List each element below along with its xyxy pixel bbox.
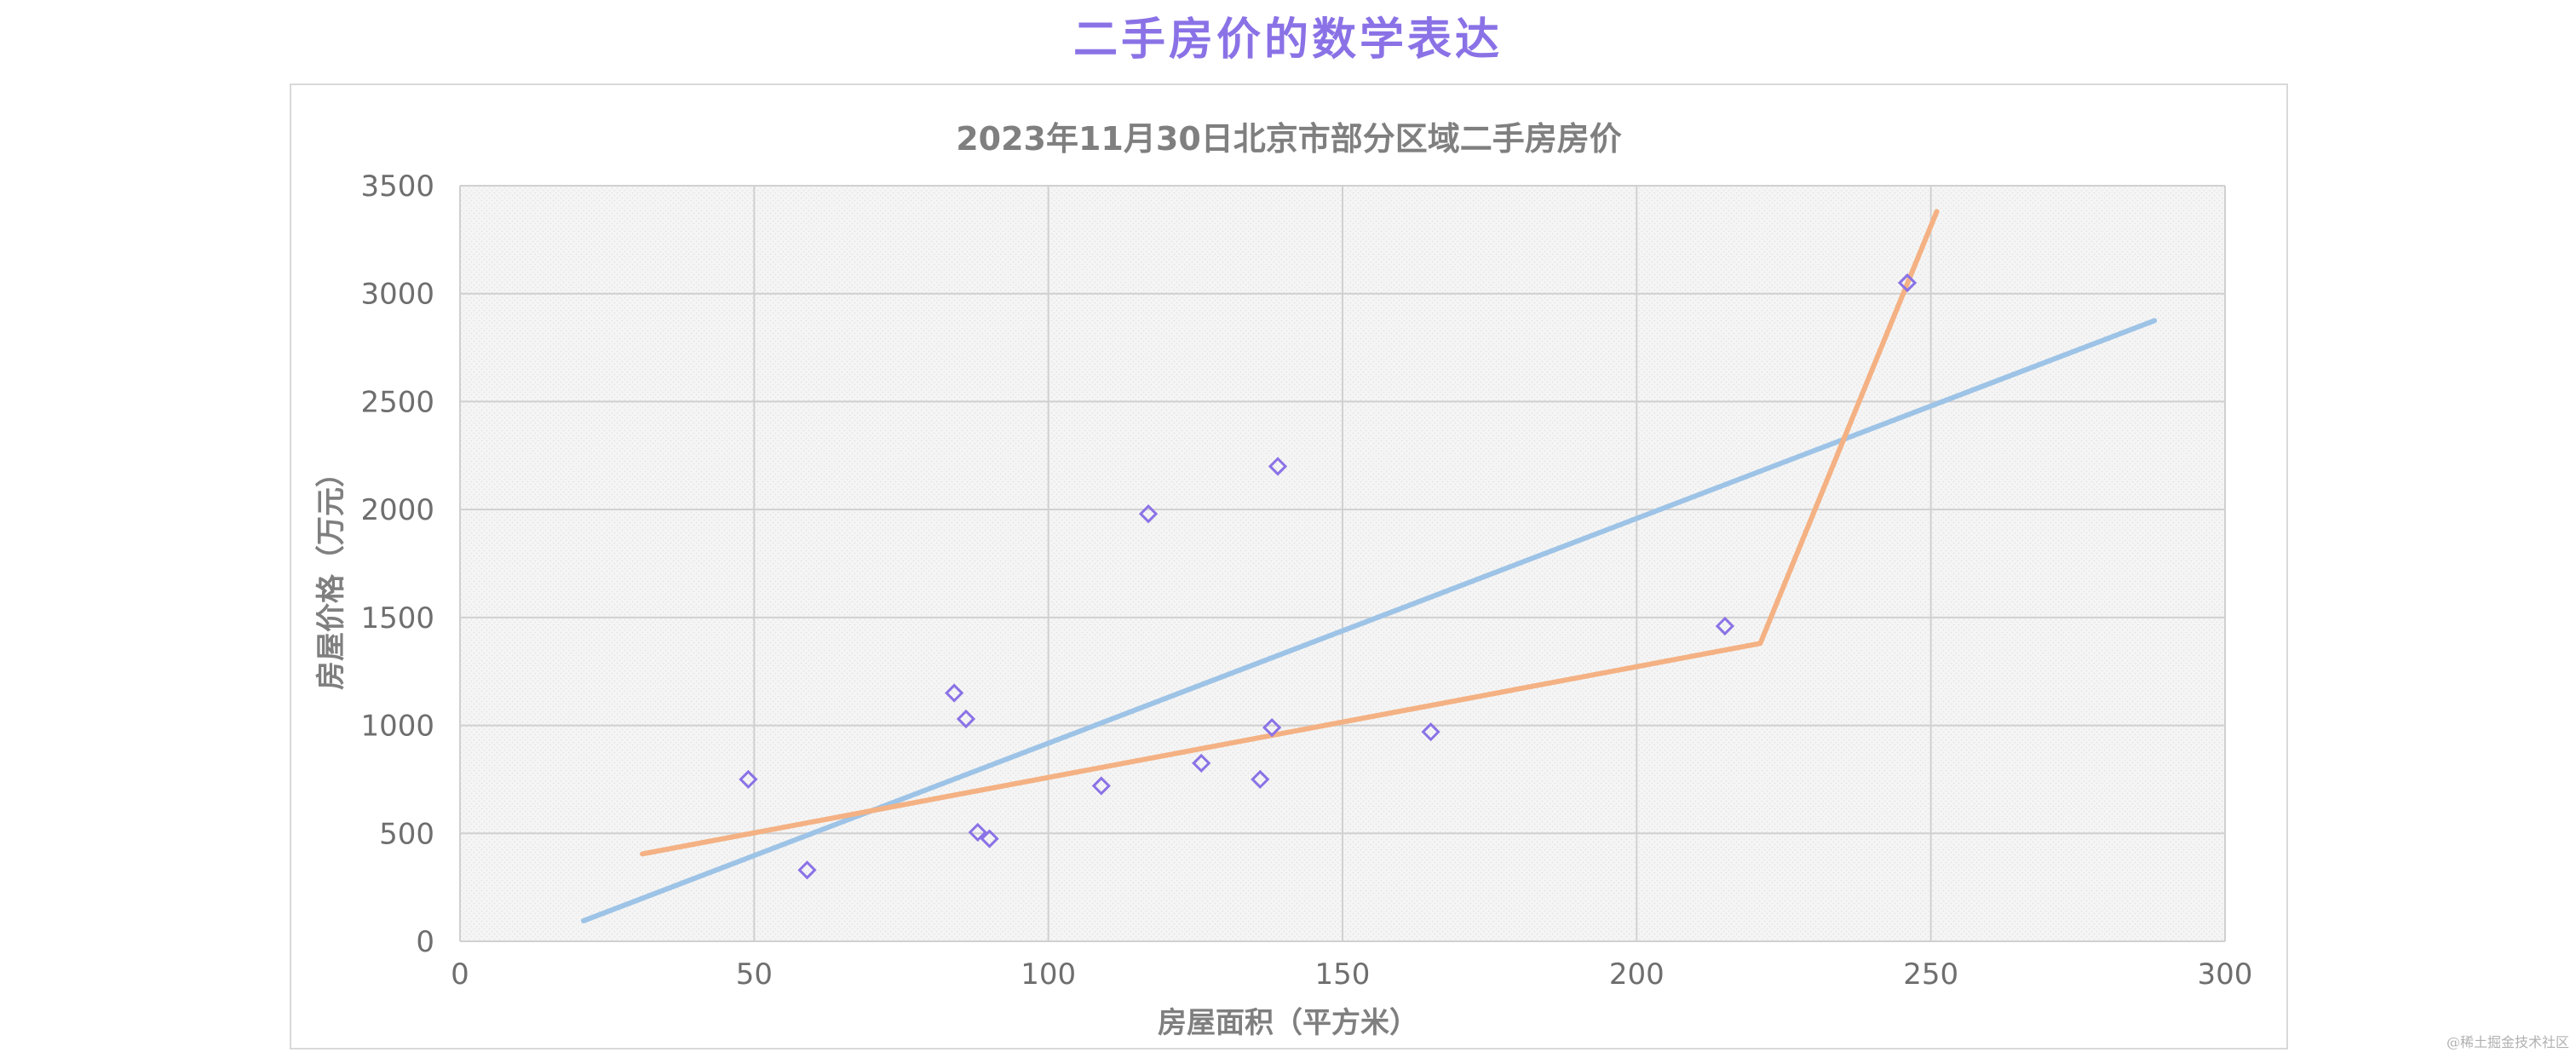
data-point: [980, 829, 999, 848]
data-point: [739, 769, 758, 790]
grid-group: [459, 185, 2226, 942]
data-point: [956, 709, 976, 729]
data-point: [1262, 717, 1282, 738]
data-point: [1268, 457, 1288, 476]
tick-labels: 0 50 100 150 200 250 3000500100015002000250030…: [360, 170, 2252, 992]
data-point: [797, 860, 817, 880]
watermark: @稀土掘金技术社区: [2446, 1034, 2569, 1050]
data-point: [945, 683, 964, 703]
y-tick-label: 500: [379, 817, 434, 851]
y-axis-label: 房屋价格（万元）: [314, 458, 348, 690]
chart-title: 2023年11月30日北京市部分区域二手房房价: [956, 120, 1622, 158]
x-axis-label: 房屋面积（平方米）: [1158, 1006, 1418, 1040]
y-tick-label: 3000: [360, 278, 434, 312]
y-tick-label: 1000: [360, 710, 434, 744]
data-point: [1192, 753, 1211, 773]
trend-line-1: [581, 318, 2158, 923]
data-point: [1138, 504, 1159, 524]
data-point: [1421, 722, 1440, 742]
data-point: [1715, 616, 1735, 636]
data-point: [1251, 769, 1270, 790]
x-tick-label: 100: [1021, 957, 1076, 992]
data-point: [968, 822, 987, 842]
data-point: [1897, 273, 1918, 293]
trend-lines: [581, 209, 2158, 923]
y-tick-label: 0: [416, 925, 434, 959]
x-tick-label: 250: [1903, 957, 1958, 992]
y-tick-label: 1500: [360, 601, 434, 635]
data-point: [1091, 776, 1111, 796]
x-tick-label: 0: [451, 957, 469, 992]
y-tick-label: 2500: [360, 385, 434, 419]
x-tick-label: 300: [2198, 957, 2253, 992]
x-tick-label: 50: [736, 957, 773, 992]
x-tick-label: 200: [1609, 957, 1665, 992]
y-tick-label: 3500: [360, 170, 434, 204]
y-tick-label: 2000: [360, 493, 434, 527]
data-points: [739, 273, 1918, 880]
x-tick-label: 150: [1315, 957, 1371, 992]
trend-line-2: [640, 209, 1940, 857]
page-title: 二手房价的数学表达: [1072, 14, 1503, 66]
